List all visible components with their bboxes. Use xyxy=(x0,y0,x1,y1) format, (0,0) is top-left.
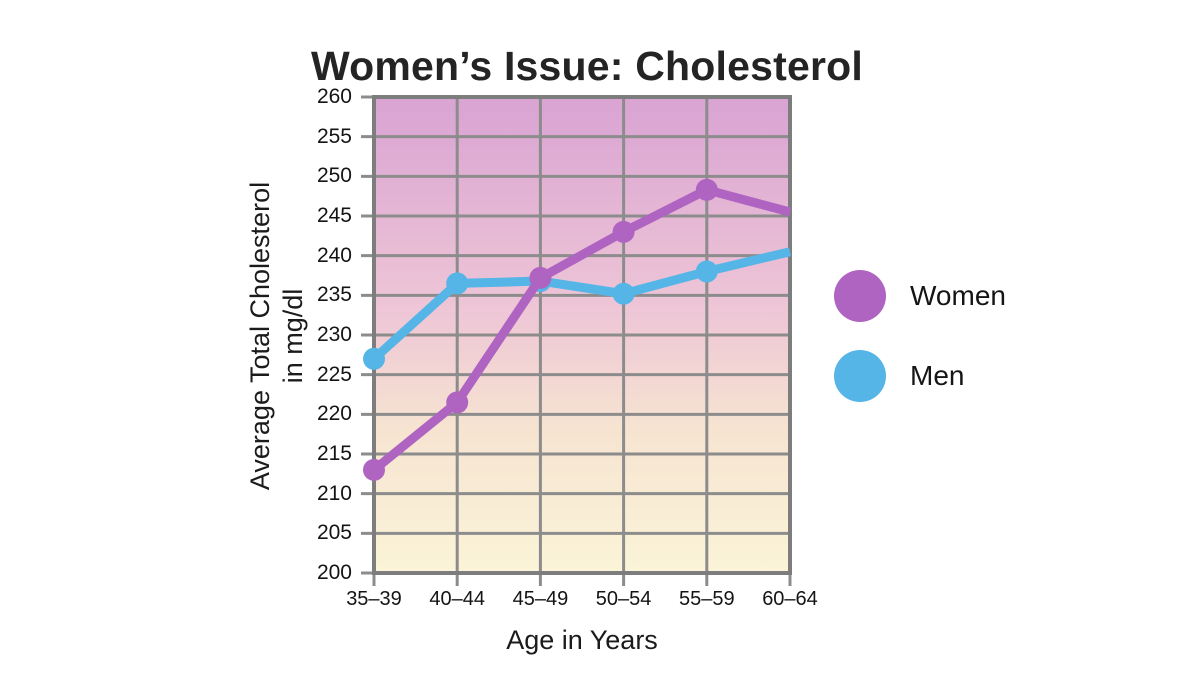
series-marker-women xyxy=(529,266,552,289)
x-tick-label: 60–64 xyxy=(762,588,818,610)
y-tick-label: 225 xyxy=(316,362,352,386)
y-tick-label: 260 xyxy=(316,85,352,108)
plot-area xyxy=(361,95,792,586)
x-tick-label: 45–49 xyxy=(512,588,569,610)
plot-border xyxy=(372,95,792,575)
series-marker-men xyxy=(695,260,718,283)
y-tick-label: 215 xyxy=(316,442,352,465)
legend-label: Men xyxy=(910,360,965,391)
series-marker-men xyxy=(612,282,635,305)
x-tick-label: 50–54 xyxy=(595,588,652,610)
series-marker-men xyxy=(363,347,385,370)
legend-item-women: Women xyxy=(834,270,1006,322)
chart-title: Women’s Issue: Cholesterol xyxy=(311,43,863,90)
y-tick-label: 230 xyxy=(316,323,352,346)
legend-item-men: Men xyxy=(834,350,1006,402)
series-marker-women xyxy=(446,391,469,414)
x-tick-label: 55–59 xyxy=(678,588,735,610)
x-tick-label: 40–44 xyxy=(429,588,485,610)
series-marker-women xyxy=(695,178,718,201)
y-tick-label: 220 xyxy=(316,402,352,426)
series-marker-women xyxy=(612,220,635,243)
legend-swatch-women xyxy=(834,270,886,322)
series-line-men xyxy=(370,247,792,363)
y-tick-label: 205 xyxy=(316,521,352,545)
chart-legend: Women Men xyxy=(834,270,1006,402)
series-line-women xyxy=(371,185,792,474)
x-tick-label: 35–39 xyxy=(346,588,402,610)
series-marker-men xyxy=(446,272,469,295)
y-tick-label: 250 xyxy=(316,164,352,188)
series-marker-women xyxy=(363,458,385,481)
y-tick-label: 210 xyxy=(316,481,352,505)
y-tick-label: 200 xyxy=(316,561,352,584)
legend-swatch-men xyxy=(834,350,886,402)
y-tick-label: 235 xyxy=(316,283,352,307)
y-tick-label: 240 xyxy=(316,243,352,267)
legend-label: Women xyxy=(910,280,1006,311)
y-tick-label: 255 xyxy=(316,124,352,148)
x-axis-title: Age in Years xyxy=(506,625,658,655)
y-tick-label: 245 xyxy=(316,204,352,227)
